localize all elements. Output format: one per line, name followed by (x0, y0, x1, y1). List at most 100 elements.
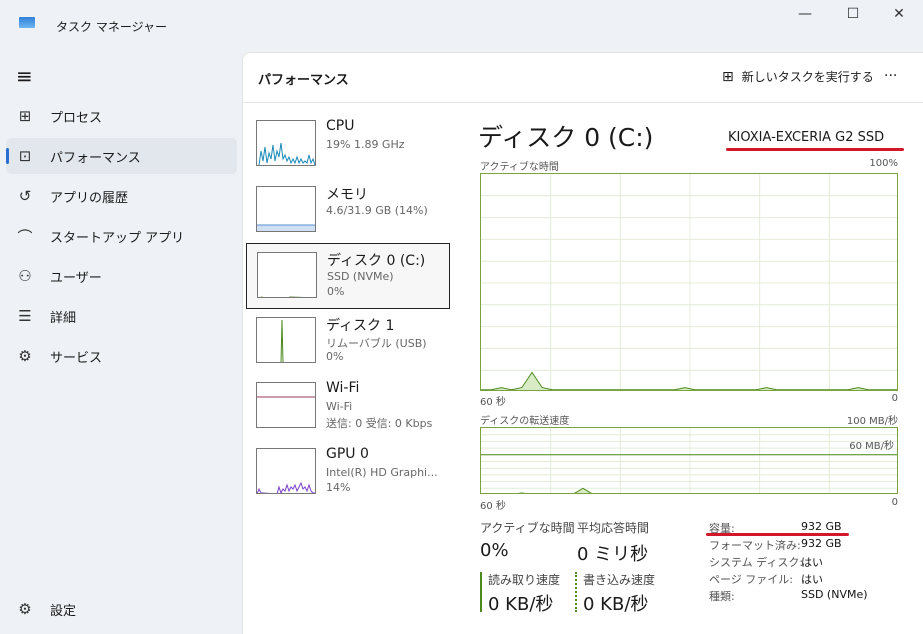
property-label: 容量: (709, 522, 735, 535)
window-title: タスク マネージャー (56, 20, 167, 34)
details-icon: ☰ (18, 307, 32, 325)
device-thumbnail-graph (256, 120, 316, 166)
users-icon: ⚇ (18, 267, 32, 285)
device-name: GPU 0 (326, 445, 369, 462)
read-speed-value: 0 KB/秒 (488, 594, 554, 615)
settings-icon: ⚙ (18, 600, 32, 618)
sidebar-item-label: サービス (50, 350, 103, 366)
series-line (481, 371, 897, 390)
transfer-chart-max: 100 MB/秒 (846, 416, 898, 427)
sidebar-item-label: 設定 (50, 603, 77, 619)
active-time-chart (480, 173, 898, 391)
annotation-underline (706, 533, 849, 536)
run-task-label: 新しいタスクを実行する (741, 70, 874, 84)
more-options-button[interactable]: ··· (884, 68, 898, 84)
sidebar-item-users[interactable]: ⚇ ユーザー (6, 258, 237, 294)
property-value: SSD (NVMe) (801, 588, 868, 601)
device-item[interactable]: メモリ 4.6/31.9 GB (14%) (246, 178, 450, 244)
device-usage: 0% (327, 285, 345, 298)
sidebar-item-history[interactable]: ↺ アプリの履歴 (6, 178, 237, 214)
transfer-chart-time-right: 0 (891, 497, 898, 508)
active-chart-time-left: 60 秒 (480, 397, 506, 408)
active-chart-max: 100% (869, 158, 898, 169)
annotation-underline (726, 148, 904, 151)
device-thumbnail-graph (257, 252, 317, 298)
device-name: CPU (326, 118, 355, 134)
property-value: はい (801, 556, 823, 569)
active-time-value: 0% (480, 540, 509, 561)
device-name: ディスク 1 (326, 317, 395, 334)
device-item[interactable]: GPU 0 Intel(R) HD Graphi... 14% (246, 440, 450, 506)
sidebar-item-label: 詳細 (50, 310, 77, 326)
device-usage: 送信: 0 受信: 0 Kbps (326, 417, 433, 430)
run-new-task-button[interactable]: ⊞ 新しいタスクを実行する (722, 68, 874, 85)
device-subtitle: SSD (NVMe) (327, 270, 394, 283)
write-speed-value: 0 KB/秒 (583, 594, 649, 615)
device-name: ディスク 0 (C:) (327, 253, 426, 269)
read-legend-line (480, 572, 482, 612)
device-subtitle: 4.6/31.9 GB (14%) (326, 203, 428, 217)
device-usage: 0% (326, 349, 344, 363)
disk-title: ディスク 0 (C:) (478, 123, 654, 152)
read-speed-label: 読み取り速度 (488, 573, 561, 587)
property-value: はい (801, 573, 823, 586)
sidebar-item-label: プロセス (50, 110, 103, 126)
device-item[interactable]: ディスク 1 リムーバブル (USB) 0% (246, 309, 450, 375)
property-value: 932 GB (801, 537, 842, 550)
sidebar-item-processes[interactable]: ⊞ プロセス (6, 98, 237, 134)
minimize-button[interactable]: — (798, 6, 812, 22)
sidebar-item-label: ユーザー (50, 270, 102, 286)
app-icon (19, 17, 35, 28)
disk-model: KIOXIA-EXCERIA G2 SSD (728, 130, 885, 145)
sidebar-item-label: アプリの履歴 (50, 190, 129, 206)
device-usage: 14% (326, 480, 351, 494)
device-thumbnail-graph (256, 447, 316, 494)
sidebar-item-details[interactable]: ☰ 詳細 (6, 298, 237, 334)
services-icon: ⚙ (18, 347, 32, 365)
device-subtitle: Wi-Fi (326, 400, 353, 413)
property-label: 種類: (709, 590, 735, 603)
property-label: フォーマット済み: (709, 539, 801, 552)
header-divider (243, 102, 923, 103)
device-thumbnail-graph (256, 316, 316, 363)
response-time-label: 平均応答時間 (577, 521, 650, 535)
sidebar-item-startup[interactable]: ⌒ スタートアップ アプリ (6, 218, 237, 254)
sidebar-item-settings[interactable]: ⚙ 設定 (6, 591, 237, 627)
device-item[interactable]: ディスク 0 (C:) SSD (NVMe) 0% (246, 243, 450, 309)
write-speed-label: 書き込み速度 (583, 573, 656, 587)
device-subtitle: リムーバブル (USB) (326, 336, 427, 350)
device-item[interactable]: Wi-Fi Wi-Fi 送信: 0 受信: 0 Kbps (246, 374, 450, 440)
write-legend-line (575, 572, 577, 612)
sidebar-item-services[interactable]: ⚙ サービス (6, 338, 237, 374)
transfer-chart-label: ディスクの転送速度 (480, 416, 570, 427)
transfer-rate-chart (480, 427, 898, 494)
device-item[interactable]: CPU 19% 1.89 GHz (246, 112, 450, 178)
series-area (521, 488, 591, 493)
startup-icon: ⌒ (17, 227, 33, 246)
device-subtitle: 19% 1.89 GHz (326, 138, 405, 151)
maximize-button[interactable]: ☐ (846, 6, 860, 22)
transfer-chart-time-left: 60 秒 (480, 501, 506, 512)
transfer-line-label: 60 MB/秒 (849, 441, 894, 452)
response-time-value: 0 ミリ秒 (577, 544, 649, 565)
sidebar-item-label: スタートアップ アプリ (50, 230, 185, 246)
close-button[interactable]: ✕ (893, 6, 905, 22)
processes-icon: ⊞ (18, 107, 32, 125)
menu-icon[interactable]: ≡ (16, 64, 33, 88)
property-value: 932 GB (801, 520, 842, 533)
active-indicator (6, 148, 9, 164)
history-icon: ↺ (18, 187, 32, 205)
run-task-icon: ⊞ (722, 68, 734, 85)
property-label: ページ ファイル: (709, 573, 793, 586)
device-name: メモリ (326, 186, 368, 203)
property-label: システム ディスク: (709, 556, 804, 569)
active-chart-label: アクティブな時間 (480, 162, 559, 173)
sidebar-item-performance[interactable]: ⊡ パフォーマンス (6, 138, 237, 174)
performance-icon: ⊡ (18, 147, 32, 165)
page-title: パフォーマンス (258, 73, 349, 88)
device-thumbnail-graph (256, 185, 316, 232)
active-chart-time-right: 0 (891, 393, 898, 404)
device-subtitle: Intel(R) HD Graphi... (326, 465, 438, 479)
device-thumbnail-graph (256, 382, 316, 428)
sidebar-item-label: パフォーマンス (50, 150, 141, 166)
